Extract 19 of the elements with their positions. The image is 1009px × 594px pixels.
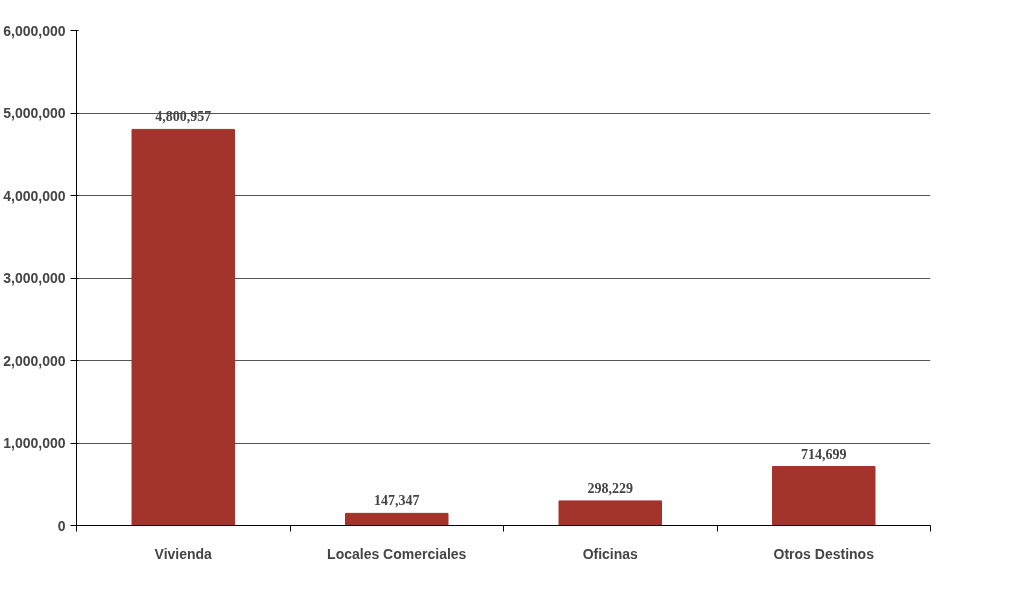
data-label: 714,699 (801, 446, 847, 462)
y-tick-label: 5,000,000 (3, 105, 66, 121)
data-label: 298,229 (587, 480, 633, 496)
data-label: 4,800,957 (155, 109, 212, 125)
bar (131, 128, 235, 526)
y-tick-label: 3,000,000 (3, 270, 66, 286)
bar (345, 512, 449, 526)
x-tick-label: Vivienda (154, 545, 213, 562)
y-tick-label: 1,000,000 (3, 435, 66, 451)
x-tick-label: Oficinas (582, 545, 639, 562)
y-tick-label: 4,000,000 (3, 187, 66, 204)
data-label: 147,347 (374, 493, 420, 509)
y-tick-label: 0 (57, 517, 66, 534)
bar (558, 500, 662, 526)
y-tick-label: 6,000,000 (3, 22, 66, 39)
y-tick-label: 2,000,000 (3, 352, 66, 369)
x-tick-label: Otros Destinos (773, 545, 875, 562)
x-tick-label: Locales Comerciales (327, 545, 467, 562)
bar (772, 466, 876, 526)
